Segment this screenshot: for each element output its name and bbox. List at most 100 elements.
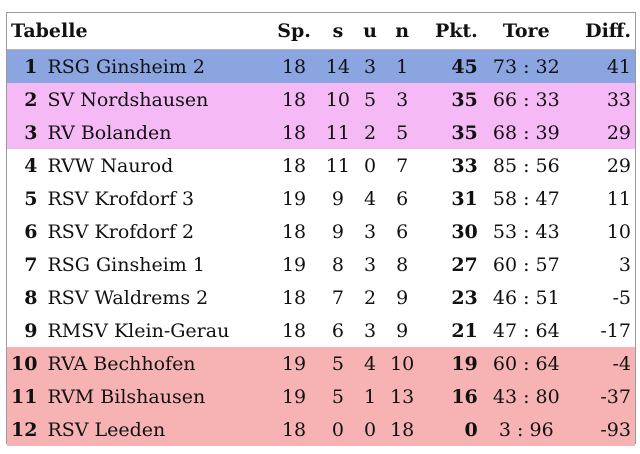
table-row: 5 RSV Krofdorf 3 19 9 4 6 31 58 : 47 11 [7,182,635,215]
table-row: 8 RSV Waldrems 2 18 7 2 9 23 46 : 51 -5 [7,281,635,314]
table-row: 3 RV Bolanden 18 11 2 5 35 68 : 39 29 [7,116,635,149]
rank-cell: 5 [24,187,38,210]
goals-cell: 43 : 80 [492,385,560,408]
diff-cell: -17 [600,319,631,342]
team-cell: RMSV Klein-Gerau [47,319,230,342]
draws-cell: 4 [364,187,377,210]
draws-cell: 4 [364,352,377,375]
wins-cell: 0 [331,418,344,441]
header-draws: u [357,13,384,50]
losses-cell: 1 [396,55,409,78]
wins-cell: 11 [325,154,351,177]
games-cell: 18 [281,55,307,78]
goals-cell: 60 : 57 [492,253,560,276]
diff-cell: 41 [606,55,631,78]
header-points: Pkt. [421,13,482,50]
diff-cell: -93 [600,418,631,441]
losses-cell: 13 [390,385,415,408]
games-cell: 18 [281,88,307,111]
points-cell: 35 [451,88,478,111]
losses-cell: 5 [396,121,409,144]
header-goals: Tore [481,13,571,50]
team-cell: SV Nordshausen [47,88,209,111]
diff-cell: 3 [618,253,631,276]
points-cell: 30 [451,220,478,243]
header-wins: s [318,13,358,50]
table-row: 2 SV Nordshausen 18 10 5 3 35 66 : 33 33 [7,83,635,116]
header-diff: Diff. [570,13,635,50]
header-games: Sp. [269,13,319,50]
team-cell: RVM Bilshausen [47,385,206,408]
draws-cell: 0 [364,154,377,177]
diff-cell: 29 [606,121,631,144]
wins-cell: 6 [331,319,344,342]
draws-cell: 3 [364,220,377,243]
goals-cell: 66 : 33 [492,88,560,111]
losses-cell: 8 [396,253,409,276]
draws-cell: 5 [364,88,377,111]
draws-cell: 3 [364,319,377,342]
header-title: Tabelle [7,13,270,50]
goals-cell: 60 : 64 [492,352,560,375]
wins-cell: 5 [331,352,344,375]
table-row: 10 RVA Bechhofen 19 5 4 10 19 60 : 64 -4 [7,347,635,380]
team-cell: RSV Krofdorf 3 [47,187,195,210]
goals-cell: 3 : 96 [498,418,554,441]
draws-cell: 1 [364,385,377,408]
team-cell: RSG Ginsheim 2 [47,55,205,78]
table-row: 6 RSV Krofdorf 2 18 9 3 6 30 53 : 43 10 [7,215,635,248]
goals-cell: 47 : 64 [492,319,560,342]
points-cell: 31 [451,187,478,210]
rank-cell: 9 [24,319,38,342]
losses-cell: 6 [396,220,409,243]
team-cell: RSV Krofdorf 2 [47,220,195,243]
table-header-row: Tabelle Sp. s u n Pkt. Tore Diff. [7,13,635,50]
goals-cell: 85 : 56 [492,154,560,177]
wins-cell: 11 [325,121,351,144]
points-cell: 21 [451,319,478,342]
diff-cell: 11 [606,187,631,210]
wins-cell: 8 [331,253,344,276]
points-cell: 19 [451,352,478,375]
wins-cell: 9 [331,187,344,210]
games-cell: 19 [281,352,307,375]
games-cell: 19 [281,253,307,276]
diff-cell: -5 [612,286,631,309]
points-cell: 27 [451,253,478,276]
losses-cell: 6 [396,187,409,210]
table-body: 1 RSG Ginsheim 2 18 14 3 1 45 73 : 32 41 2 SV Nord… [7,49,635,446]
goals-cell: 73 : 32 [492,55,560,78]
rank-cell: 7 [24,253,38,276]
diff-cell: 29 [606,154,631,177]
games-cell: 18 [281,220,307,243]
wins-cell: 7 [331,286,344,309]
draws-cell: 3 [364,253,377,276]
header-losses: n [383,13,422,50]
standings-table: Tabelle Sp. s u n Pkt. Tore Diff. 1 RSG G… [7,13,635,446]
goals-cell: 46 : 51 [492,286,560,309]
losses-cell: 9 [396,286,409,309]
table-row: 1 RSG Ginsheim 2 18 14 3 1 45 73 : 32 41 [7,49,635,83]
team-cell: RVW Naurod [47,154,174,177]
games-cell: 19 [281,187,307,210]
diff-cell: -4 [612,352,631,375]
points-cell: 45 [451,55,478,78]
rank-cell: 8 [24,286,38,309]
games-cell: 18 [281,286,307,309]
losses-cell: 7 [396,154,409,177]
rank-cell: 6 [24,220,38,243]
rank-cell: 12 [11,418,38,441]
points-cell: 0 [464,418,478,441]
games-cell: 18 [281,121,307,144]
table-row: 4 RVW Naurod 18 11 0 7 33 85 : 56 29 [7,149,635,182]
rank-cell: 2 [24,88,38,111]
losses-cell: 3 [396,88,409,111]
draws-cell: 2 [364,121,377,144]
points-cell: 23 [451,286,478,309]
games-cell: 18 [281,154,307,177]
draws-cell: 3 [364,55,377,78]
losses-cell: 9 [396,319,409,342]
points-cell: 33 [451,154,478,177]
table-row: 11 RVM Bilshausen 19 5 1 13 16 43 : 80 -37 [7,380,635,413]
points-cell: 35 [451,121,478,144]
